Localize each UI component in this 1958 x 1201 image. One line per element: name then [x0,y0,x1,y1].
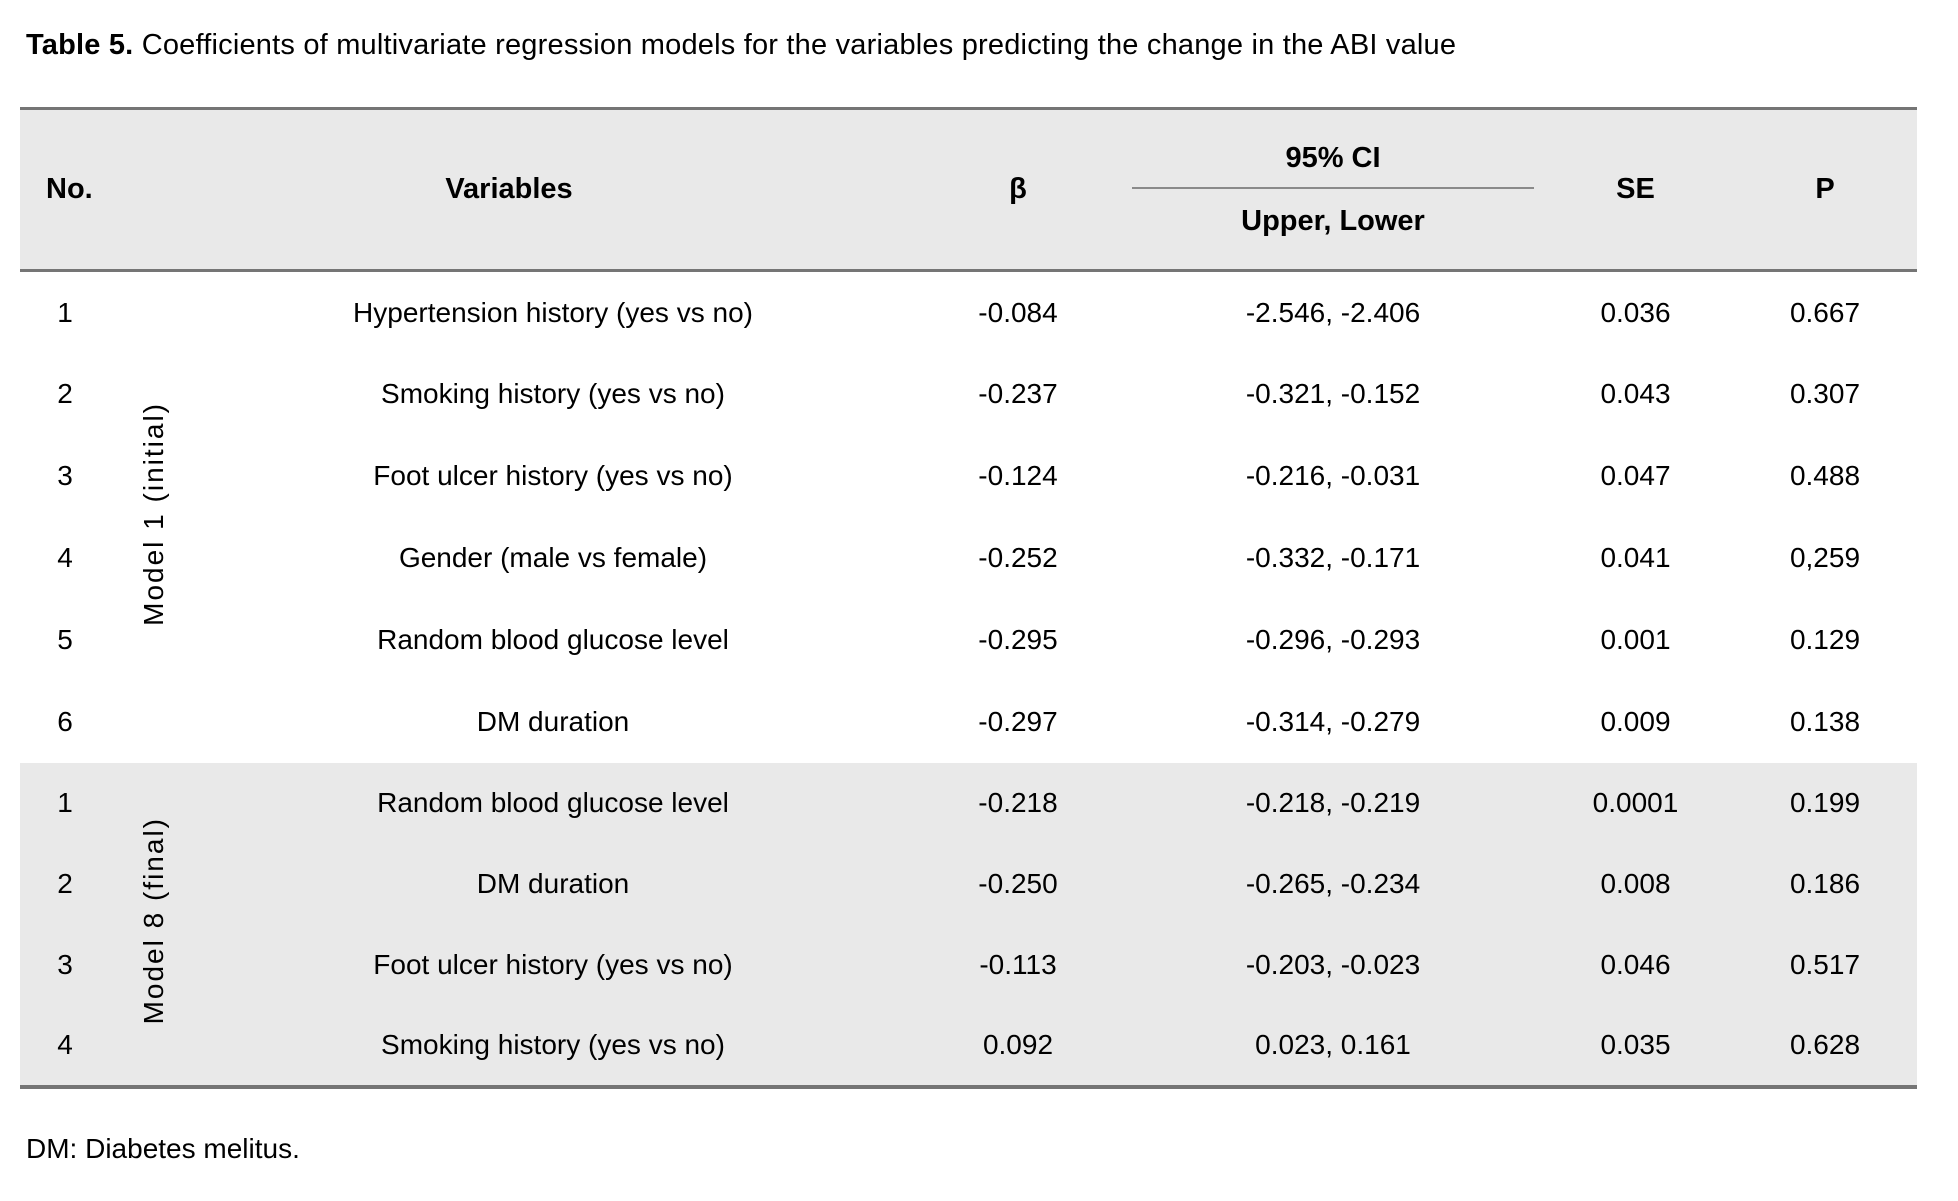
cell-ci: -0.216, -0.031 [1245,459,1421,491]
cell-p: 0.517 [1733,924,1917,1006]
group-label-cell: Model 8 (final) [110,762,198,1087]
cell-beta: -0.218 [908,762,1128,844]
table-row: 2 Smoking history (yes vs no) -0.237 -0.… [20,353,1917,435]
header-variables: Variables [110,108,908,273]
cell-no: 5 [57,623,73,655]
cell-beta: -0.124 [978,459,1058,491]
cell-p: 0.129 [1789,623,1861,655]
cell-no: 4 [20,1005,110,1087]
cell-p: 0.628 [1733,1005,1917,1087]
cell-variable: Random blood glucose level [377,623,729,655]
cell-beta: -0.250 [908,843,1128,925]
cell-beta: -0.297 [978,705,1058,737]
cell-ci: -0.218, -0.219 [1128,762,1538,844]
cell-no: 6 [57,705,73,737]
table-row: 2 DM duration -0.250 -0.265, -0.234 0.00… [20,843,1917,925]
cell-p: 0.307 [1789,377,1861,409]
table-row: 6 DM duration -0.297 -0.314, -0.279 0.00… [20,681,1917,763]
table-header: No. Variables β 95% CI Upper, Lower SE P [20,108,1917,273]
group-label-model-1: Model 1 (initial) [138,402,169,626]
cell-p: 0.138 [1789,705,1861,737]
table-row: 3 Foot ulcer history (yes vs no) -0.124 … [20,435,1917,517]
table-caption: Table 5. Coefficients of multivariate re… [26,27,1918,63]
table-row: 1 Model 1 (initial) Hypertension history… [20,271,1917,626]
cell-variable: DM duration [476,705,630,737]
cell-p: 0,259 [1789,541,1861,573]
cell-no: 2 [20,843,110,925]
cell-variable: DM duration [198,843,908,925]
cell-ci: -0.332, -0.171 [1245,541,1421,573]
group-model-8-final: 1 Model 8 (final) Random blood glucose l… [20,762,1917,1087]
group-model-1-initial: 1 Model 1 (initial) Hypertension history… [20,271,1917,763]
header-beta: β [908,108,1128,273]
cell-no: 2 [57,377,73,409]
cell-ci: -0.321, -0.152 [1245,377,1421,409]
header-ci: 95% CI Upper, Lower [1128,108,1538,273]
cell-no: 4 [57,541,73,573]
ci-divider-rule [1132,186,1534,189]
table-row: 5 Random blood glucose level -0.295 -0.2… [20,599,1917,681]
cell-ci: -0.296, -0.293 [1245,623,1421,655]
header-se: SE [1538,108,1733,273]
cell-no: 3 [20,924,110,1006]
cell-variable: Smoking history (yes vs no) [198,1005,908,1087]
cell-variable: Foot ulcer history (yes vs no) [198,924,908,1006]
cell-ci: -0.203, -0.023 [1128,924,1538,1006]
regression-table: No. Variables β 95% CI Upper, Lower SE P… [20,107,1917,1089]
cell-beta: -0.295 [978,623,1058,655]
cell-beta: -0.252 [978,541,1058,573]
cell-ci: 0.023, 0.161 [1128,1005,1538,1087]
table-footnote: DM: Diabetes melitus. [26,1132,300,1164]
cell-se: 0.047 [1600,459,1671,491]
cell-beta: -0.113 [908,924,1128,1006]
cell-no: 1 [57,296,73,328]
cell-no: 1 [20,762,110,844]
header-ci-sub: Upper, Lower [1241,204,1425,237]
cell-p: 0.186 [1733,843,1917,925]
cell-ci: -0.265, -0.234 [1128,843,1538,925]
cell-beta: 0.092 [908,1005,1128,1087]
cell-p: 0.488 [1789,459,1861,491]
cell-se: 0.041 [1600,541,1671,573]
header-p: P [1733,108,1917,273]
cell-variable: Foot ulcer history (yes vs no) [373,459,733,491]
cell-variable: Gender (male vs female) [398,541,708,573]
cell-p: 0.199 [1733,762,1917,844]
cell-variable: Hypertension history (yes vs no) [353,296,753,328]
header-ci-title: 95% CI [1285,141,1381,174]
cell-se: 0.008 [1538,843,1733,925]
cell-ci: -2.546, -2.406 [1245,296,1421,328]
cell-se: 0.036 [1600,296,1671,328]
cell-variable: Random blood glucose level [198,762,908,844]
group-label-cell: Model 1 (initial) [110,271,198,763]
cell-se: 0.043 [1600,377,1671,409]
cell-beta: -0.084 [978,296,1058,328]
cell-se: 0.001 [1600,623,1671,655]
table-caption-number: Table 5. [26,29,134,61]
cell-no: 3 [57,459,73,491]
table-row: 1 Model 8 (final) Random blood glucose l… [20,762,1917,1087]
cell-ci: -0.314, -0.279 [1245,705,1421,737]
table-row: 3 Foot ulcer history (yes vs no) -0.113 … [20,924,1917,1006]
table-row: 4 Smoking history (yes vs no) 0.092 0.02… [20,1005,1917,1087]
table-row: 4 Gender (male vs female) -0.252 -0.332,… [20,517,1917,599]
cell-se: 0.0001 [1538,762,1733,844]
cell-p: 0.667 [1789,296,1861,328]
cell-se: 0.046 [1538,924,1733,1006]
group-label-model-8: Model 8 (final) [138,816,169,1024]
header-no: No. [20,108,110,273]
header-row: No. Variables β 95% CI Upper, Lower SE P [20,108,1917,273]
cell-se: 0.035 [1538,1005,1733,1087]
table-caption-text: Coefficients of multivariate regression … [141,29,1457,61]
cell-variable: Smoking history (yes vs no) [381,377,725,409]
cell-se: 0.009 [1600,705,1671,737]
header-ci-group: 95% CI Upper, Lower [1128,142,1538,238]
cell-beta: -0.237 [978,377,1058,409]
